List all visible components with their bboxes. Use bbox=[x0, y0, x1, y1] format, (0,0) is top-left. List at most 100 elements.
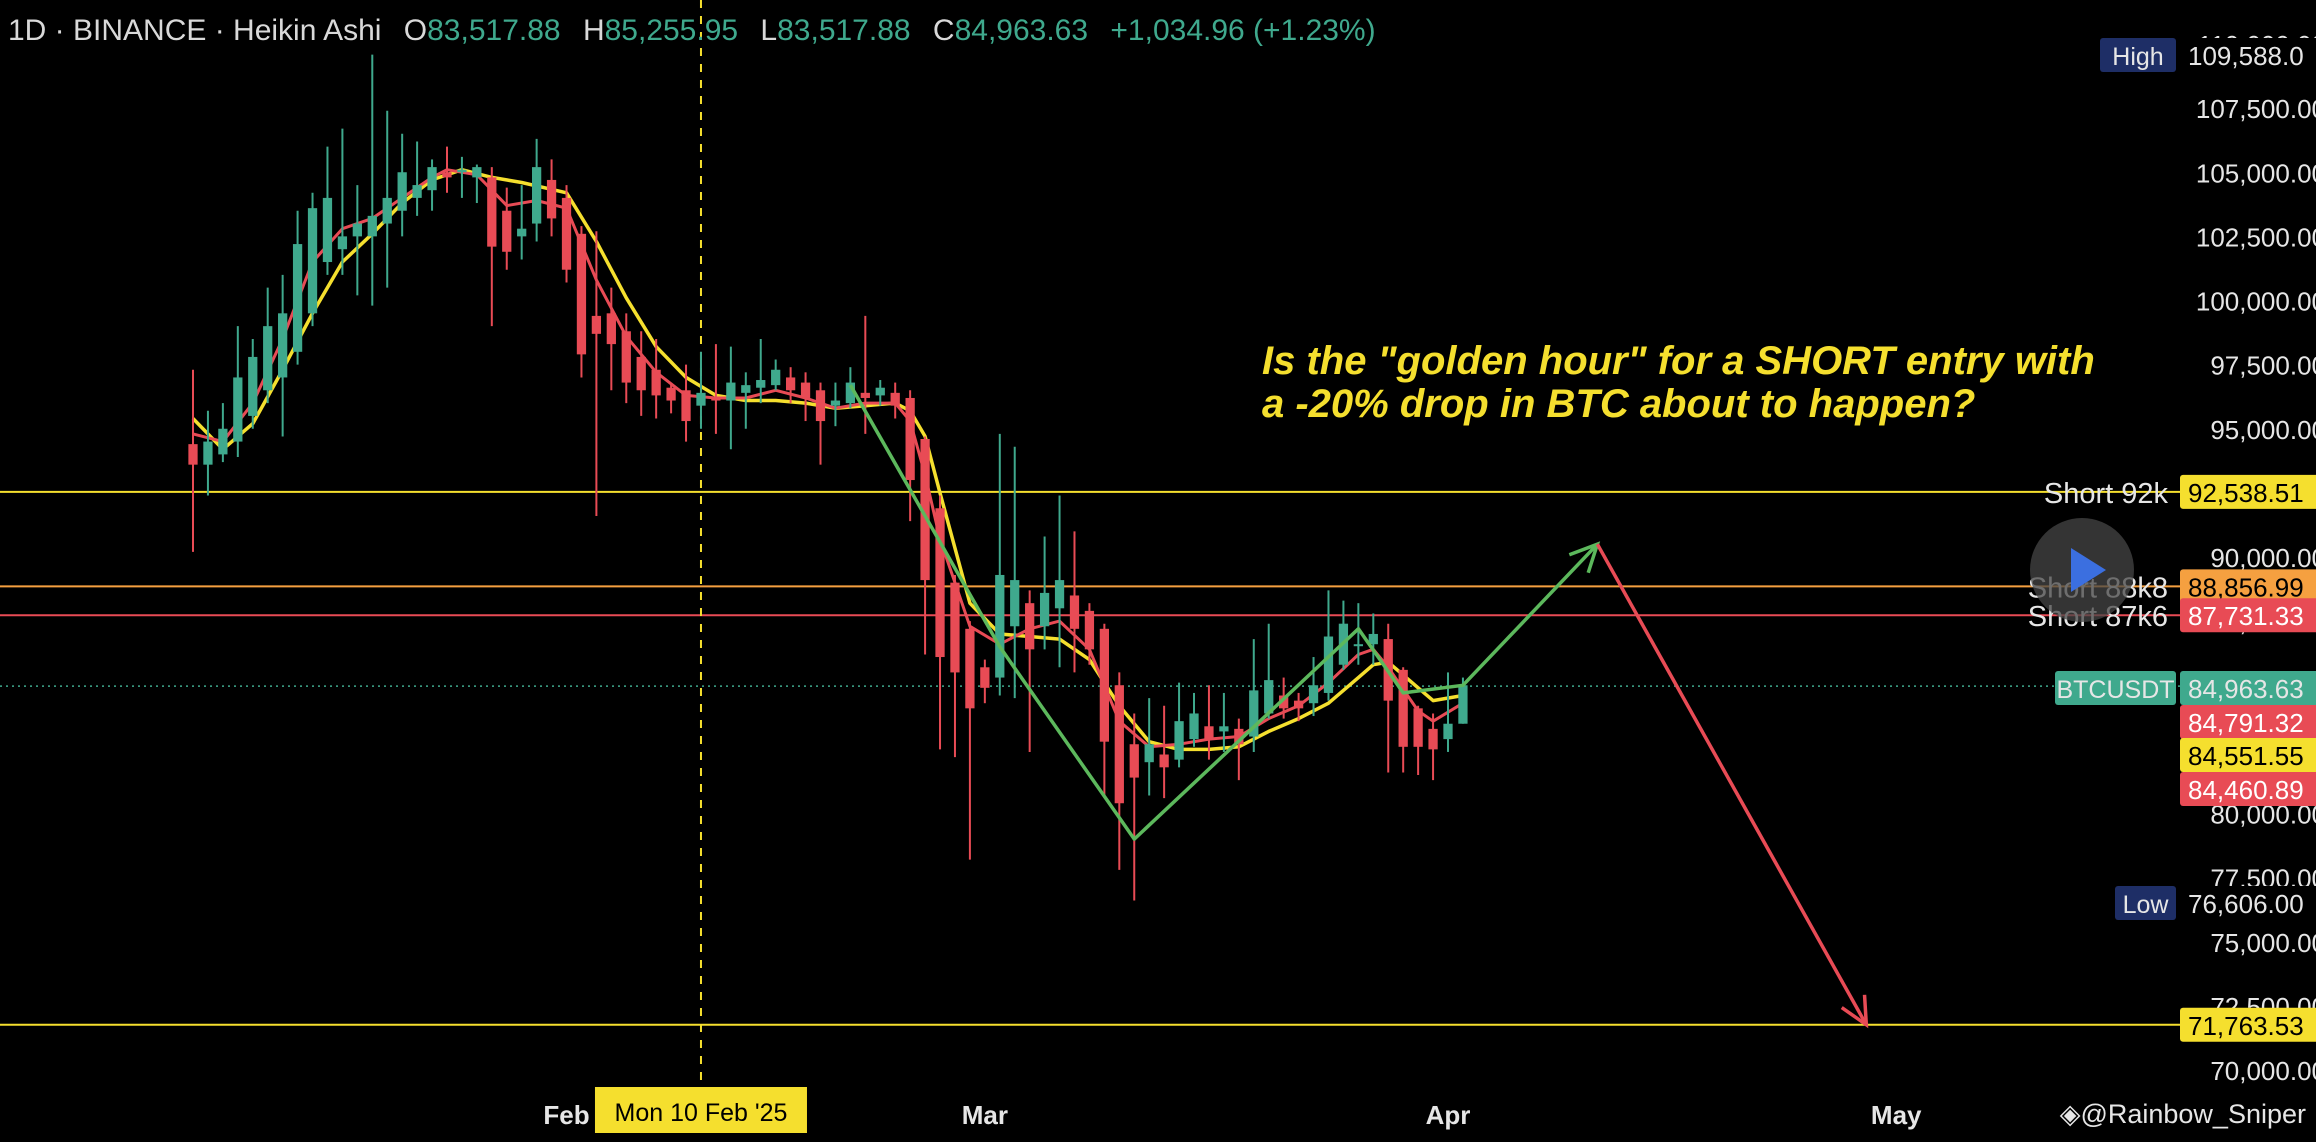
candle bbox=[771, 359, 781, 391]
candle bbox=[920, 436, 930, 655]
candle-body bbox=[1189, 713, 1199, 740]
candle-body bbox=[965, 628, 975, 709]
x-tick-mar: Mar bbox=[962, 1100, 1008, 1130]
candle bbox=[950, 574, 960, 758]
price-label-3-bg bbox=[2180, 738, 2316, 772]
level-price-label-2-text: 87,731.33 bbox=[2188, 601, 2304, 631]
candle bbox=[517, 185, 527, 260]
candle bbox=[307, 192, 318, 327]
green-path-line bbox=[848, 384, 1599, 841]
candle-body bbox=[681, 390, 691, 422]
candle-body bbox=[666, 387, 676, 401]
y-tick-label: 102,500.00 bbox=[2196, 222, 2316, 252]
candle-body bbox=[1159, 754, 1169, 768]
candle-body bbox=[696, 392, 706, 406]
play-button[interactable] bbox=[2030, 518, 2134, 622]
candle bbox=[1204, 685, 1214, 760]
x-tick-feb: Feb bbox=[543, 1100, 589, 1130]
candle bbox=[1293, 692, 1304, 722]
candle-body bbox=[1353, 644, 1363, 647]
candle-body bbox=[1084, 610, 1095, 650]
candle-body bbox=[1368, 633, 1378, 645]
candle bbox=[980, 659, 990, 704]
price-label-5-text: 76,606.00 bbox=[2188, 889, 2304, 919]
y-tick-label: 105,000.00 bbox=[2196, 158, 2316, 188]
candle bbox=[1443, 672, 1453, 752]
candle-body bbox=[1293, 700, 1304, 709]
candle bbox=[995, 433, 1005, 696]
level-price-label-0-text: 92,538.51 bbox=[2188, 478, 2304, 508]
candle-body bbox=[845, 382, 856, 404]
price-label-2-bg bbox=[2180, 705, 2316, 739]
y-tick-label: 75,000.00 bbox=[2210, 928, 2316, 958]
candle-body bbox=[457, 169, 467, 173]
candle-body bbox=[1099, 628, 1110, 742]
price-label-5-prefix: Low bbox=[2123, 891, 2170, 919]
candle-body bbox=[920, 439, 930, 581]
price-label-3-text: 84,551.55 bbox=[2188, 741, 2304, 771]
price-label-0-text: 109,588.0 bbox=[2188, 41, 2304, 71]
candle-body bbox=[203, 441, 213, 465]
y-tick-label: 97,500.00 bbox=[2210, 351, 2316, 381]
price-label-0-bg bbox=[2180, 38, 2316, 72]
candle-body bbox=[785, 377, 796, 391]
candle-body bbox=[1249, 690, 1259, 737]
candle-body bbox=[576, 233, 587, 355]
candle bbox=[651, 338, 661, 419]
price-label-4-bg bbox=[2180, 772, 2316, 806]
candle-body bbox=[1174, 721, 1184, 760]
candle-body bbox=[188, 444, 198, 465]
candle bbox=[502, 187, 512, 270]
candle bbox=[457, 156, 467, 198]
price-label-5-prefix-bg bbox=[2115, 886, 2176, 920]
price-label-0-prefix: High bbox=[2112, 43, 2163, 71]
y-tick-label: 70,000.00 bbox=[2210, 1056, 2316, 1086]
candle bbox=[203, 410, 213, 496]
candle bbox=[412, 141, 422, 216]
candle-body bbox=[1010, 580, 1020, 627]
candle bbox=[875, 380, 885, 406]
price-label-1-bg bbox=[2180, 671, 2316, 705]
candle-body bbox=[517, 228, 527, 237]
candle-body bbox=[1219, 726, 1229, 732]
candle bbox=[696, 351, 706, 429]
open-value: 83,517.88 bbox=[427, 14, 561, 47]
candle-body bbox=[322, 197, 333, 263]
candle-body bbox=[472, 167, 482, 178]
candle-body bbox=[397, 172, 407, 211]
open-label: O bbox=[403, 14, 428, 47]
candle-body bbox=[248, 356, 258, 416]
candle bbox=[1338, 600, 1349, 670]
candle-body bbox=[1428, 728, 1438, 750]
watermark: ◈@Rainbow_Sniper bbox=[2060, 1099, 2306, 1130]
candle bbox=[606, 287, 616, 391]
candle-body bbox=[711, 397, 721, 401]
candle-body bbox=[636, 356, 646, 391]
y-tick-label: 95,000.00 bbox=[2210, 415, 2316, 445]
candle bbox=[681, 364, 691, 442]
candle bbox=[1129, 713, 1139, 901]
candle bbox=[1159, 705, 1169, 799]
candle bbox=[1099, 623, 1110, 796]
candle bbox=[278, 274, 288, 437]
candle bbox=[1249, 639, 1259, 752]
candle bbox=[1219, 692, 1229, 752]
y-tick-label: 107,500.00 bbox=[2196, 94, 2316, 124]
candle bbox=[218, 403, 228, 463]
candle bbox=[531, 138, 542, 242]
candle bbox=[1428, 713, 1438, 781]
level-price-label-3-bg bbox=[2180, 1007, 2316, 1042]
candle bbox=[1398, 667, 1408, 773]
candle-body bbox=[1129, 744, 1139, 778]
close-value: 84,963.63 bbox=[954, 14, 1089, 47]
level-price-label-2-bg bbox=[2180, 598, 2316, 633]
diamond-icon: ◈ bbox=[2059, 1099, 2081, 1129]
candle bbox=[591, 231, 602, 516]
candle bbox=[711, 344, 721, 434]
candle-body bbox=[1234, 728, 1244, 745]
candle-body bbox=[815, 390, 826, 422]
price-label-1-prefix-bg bbox=[2055, 671, 2176, 705]
candle bbox=[830, 382, 841, 427]
candle bbox=[890, 382, 900, 419]
